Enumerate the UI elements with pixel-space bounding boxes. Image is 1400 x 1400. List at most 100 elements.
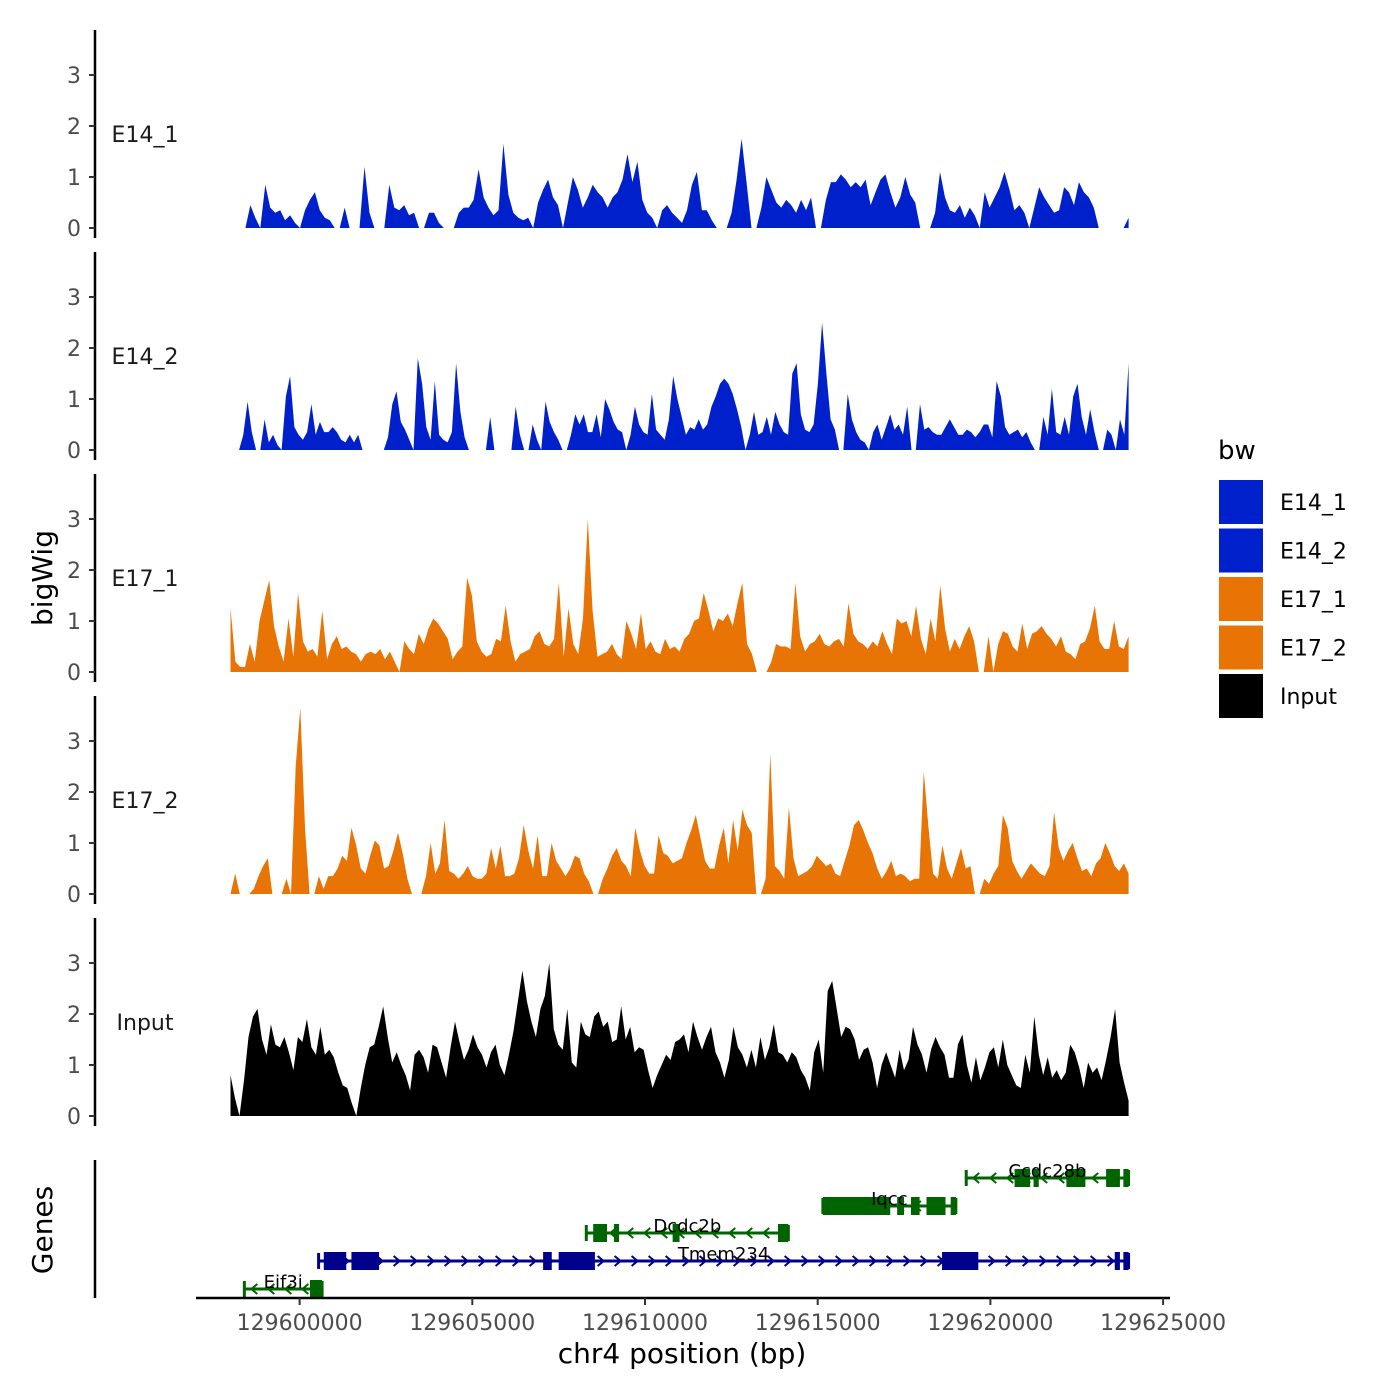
- strand-chevron-icon: [426, 1255, 436, 1267]
- y-tick-label: 0: [67, 217, 81, 242]
- gene-exon: [1066, 1169, 1086, 1187]
- strand-chevron-icon: [460, 1255, 470, 1267]
- gene-exon: [777, 1224, 789, 1242]
- strand-chevron-icon: [283, 1283, 292, 1295]
- y-tick-label: 1: [67, 166, 81, 191]
- strand-chevron-icon: [596, 1255, 606, 1267]
- x-axis-title: chr4 position (bp): [558, 1337, 807, 1370]
- legend-title: bw: [1218, 436, 1256, 466]
- signal-area: [230, 519, 1129, 672]
- legend-item-e17-1: E17_1: [1219, 577, 1347, 621]
- strand-chevron-icon: [732, 1255, 742, 1267]
- gene-exon: [558, 1252, 595, 1270]
- y-tick-label: 1: [67, 1054, 81, 1079]
- legend-item-e14-2: E14_2: [1219, 528, 1347, 573]
- strand-chevron-icon: [885, 1255, 895, 1267]
- y-tick-label: 0: [67, 661, 81, 686]
- x-tick-label: 129620000: [927, 1311, 1053, 1336]
- strand-chevron-icon: [630, 1255, 640, 1267]
- gene-label: Eif3i: [264, 1272, 303, 1293]
- y-tick-label: 0: [67, 1105, 81, 1130]
- legend-swatch: [1219, 577, 1263, 621]
- strand-chevron-icon: [613, 1255, 623, 1267]
- strand-chevron-icon: [1021, 1255, 1031, 1267]
- legend-label: E14_2: [1280, 540, 1347, 565]
- strand-chevron-icon: [1038, 1255, 1048, 1267]
- gene-exon: [309, 1280, 323, 1298]
- strand-chevron-icon: [868, 1255, 878, 1267]
- strand-chevron-icon: [761, 1227, 770, 1239]
- gene-exon: [613, 1224, 620, 1242]
- strand-chevron-icon: [642, 1227, 651, 1239]
- track-label: E14_1: [112, 123, 179, 148]
- gene-exon: [323, 1252, 347, 1270]
- strand-chevron-icon: [392, 1255, 402, 1267]
- y-tick-label: 1: [67, 832, 81, 857]
- gene-exon: [593, 1224, 608, 1242]
- y-tick-label: 1: [67, 388, 81, 413]
- strand-chevron-icon: [817, 1255, 827, 1267]
- legend-swatch: [1219, 674, 1263, 718]
- gene-exon: [1106, 1169, 1120, 1187]
- gene-label: Ccdc28b: [1008, 1161, 1086, 1182]
- strand-chevron-icon: [528, 1255, 538, 1267]
- legend-swatch: [1219, 528, 1263, 573]
- strand-chevron-icon: [834, 1255, 844, 1267]
- gene-exon: [942, 1252, 979, 1270]
- y-tick-label: 3: [67, 64, 81, 89]
- track-label: E17_1: [112, 567, 179, 592]
- strand-chevron-icon: [715, 1255, 725, 1267]
- gene-tmem234: Tmem234: [317, 1244, 1131, 1270]
- signal-area: [230, 322, 1129, 450]
- strand-chevron-icon: [664, 1255, 674, 1267]
- y-tick-label: 0: [67, 439, 81, 464]
- y-tick-label: 3: [67, 730, 81, 755]
- strand-chevron-icon: [971, 1172, 980, 1184]
- strand-chevron-icon: [744, 1227, 753, 1239]
- y-tick-label: 1: [67, 610, 81, 635]
- gene-iqcc: Iqcc: [821, 1189, 958, 1215]
- gene-label: Iqcc: [871, 1189, 908, 1210]
- strand-chevron-icon: [1004, 1255, 1014, 1267]
- x-tick-label: 129610000: [582, 1311, 708, 1336]
- track-e17-1: 0 1 2 3 E17_1: [67, 474, 1129, 686]
- y-tick-label: 2: [67, 559, 81, 584]
- gene-exon: [1114, 1252, 1120, 1270]
- y-tick-label: 2: [67, 781, 81, 806]
- gene-exon: [1123, 1252, 1129, 1270]
- signal-tracks: 0 1 2 3 E14_1 0 1 2 3 E14_2 0 1 2 3 E17_1 0 1 2 3 E17_2 0 1 2 3…: [67, 30, 1129, 1130]
- x-tick-label: 129605000: [409, 1311, 535, 1336]
- y-tick-label: 2: [67, 1003, 81, 1028]
- strand-chevron-icon: [800, 1255, 810, 1267]
- y-tick-label: 3: [67, 508, 81, 533]
- strand-chevron-icon: [494, 1255, 504, 1267]
- strand-chevron-icon: [266, 1283, 275, 1295]
- y-tick-label: 3: [67, 286, 81, 311]
- strand-chevron-icon: [249, 1283, 258, 1295]
- signal-area: [230, 963, 1129, 1116]
- strand-chevron-icon: [300, 1283, 309, 1295]
- x-tick-label: 129600000: [237, 1311, 363, 1336]
- strand-chevron-icon: [698, 1255, 708, 1267]
- strand-chevron-icon: [511, 1255, 521, 1267]
- strand-chevron-icon: [1106, 1255, 1116, 1267]
- legend-label: E14_1: [1280, 491, 1347, 516]
- signal-area: [230, 138, 1129, 228]
- strand-chevron-icon: [1039, 1172, 1048, 1184]
- track-label: Input: [117, 1011, 174, 1036]
- gene-ccdc28b: Ccdc28b: [964, 1161, 1131, 1187]
- legend-swatch: [1219, 625, 1263, 670]
- gene-exon: [1033, 1169, 1039, 1187]
- strand-chevron-icon: [987, 1255, 997, 1267]
- track-e17-2: 0 1 2 3 E17_2: [67, 696, 1129, 908]
- gene-eif3i: Eif3i: [242, 1272, 324, 1298]
- strand-chevron-icon: [443, 1255, 453, 1267]
- gene-exon: [926, 1197, 946, 1215]
- gene-exon: [1014, 1169, 1031, 1187]
- strand-chevron-icon: [1005, 1172, 1014, 1184]
- strand-chevron-icon: [1072, 1255, 1082, 1267]
- strand-chevron-icon: [1090, 1172, 1099, 1184]
- gene-exon: [897, 1197, 905, 1215]
- gene-exon: [1123, 1169, 1129, 1187]
- strand-chevron-icon: [681, 1255, 691, 1267]
